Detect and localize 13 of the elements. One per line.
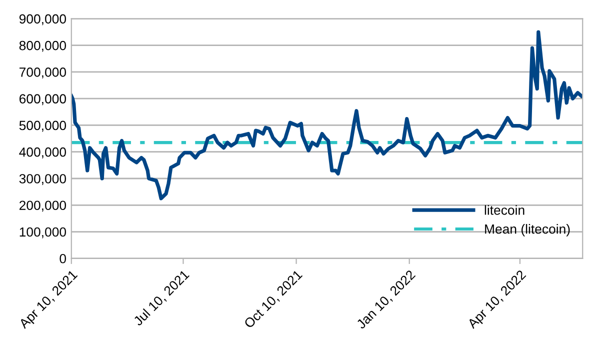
y-tick-label: 500,000: [19, 120, 66, 132]
y-tick-label: 600,000: [20, 94, 66, 106]
y-tick-label: 300,000: [19, 174, 66, 185]
y-tick-label: 0: [60, 254, 66, 264]
legend-label: Mean (litecoin): [485, 224, 570, 236]
y-tick-label: 100,000: [20, 227, 66, 238]
y-tick-label: 700,000: [20, 68, 66, 78]
y-tick-label: 900,000: [19, 14, 66, 26]
y-tick-label: 400,000: [19, 147, 66, 158]
y-tick-label: 200,000: [20, 200, 66, 212]
legend-label: litecoin: [484, 205, 524, 215]
line-series: [71, 30, 583, 200]
y-tick-label: 800,000: [19, 40, 66, 52]
